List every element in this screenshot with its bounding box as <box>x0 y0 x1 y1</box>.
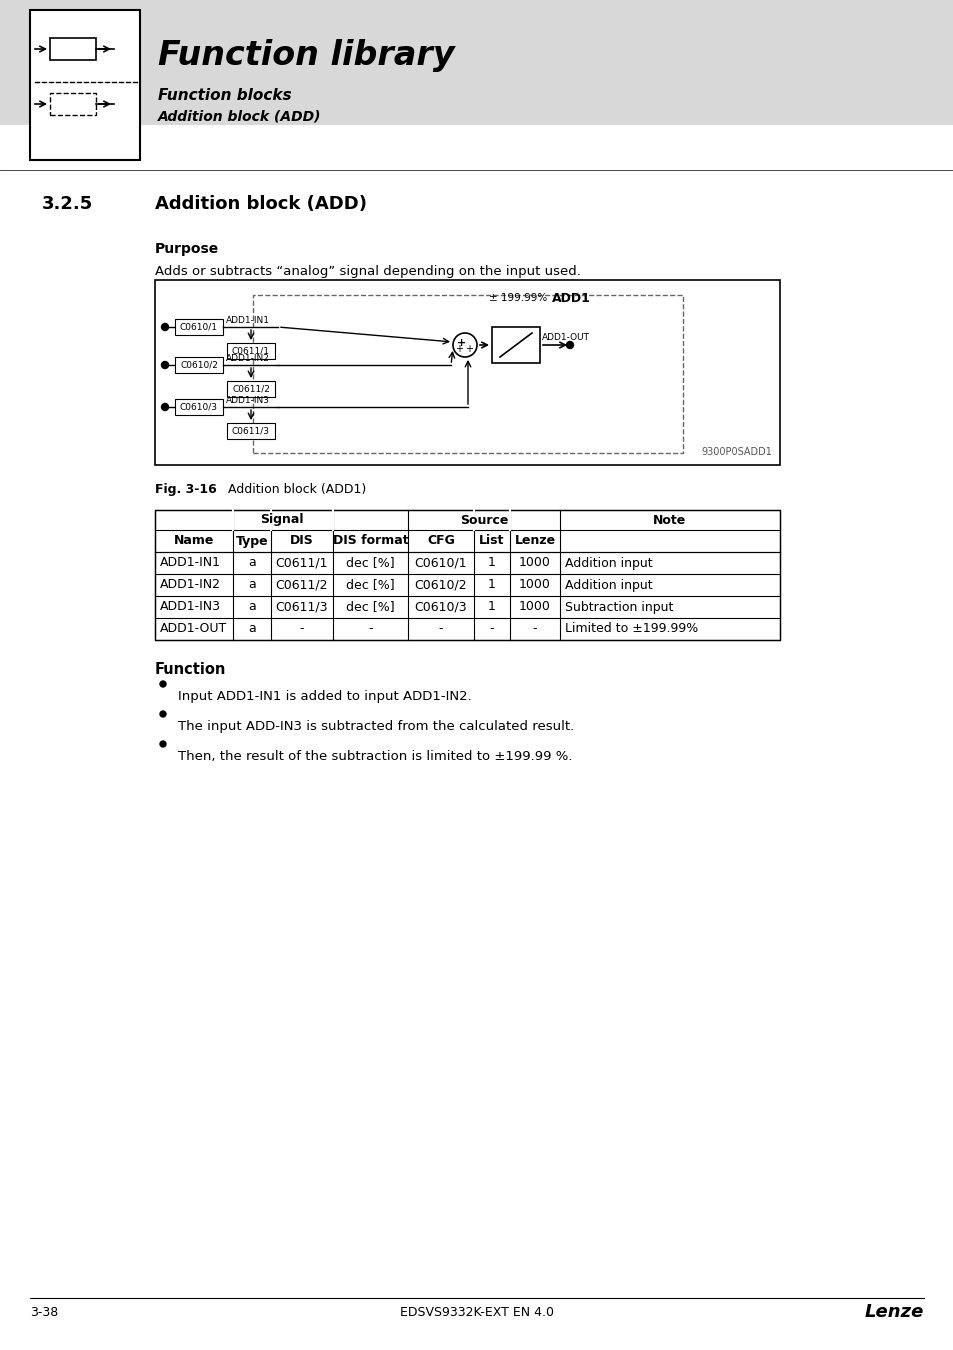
Bar <box>154 279 780 464</box>
Text: ADD1-IN3: ADD1-IN3 <box>226 396 270 405</box>
Text: C0610/2: C0610/2 <box>415 579 467 591</box>
Text: DIS: DIS <box>290 535 314 548</box>
Text: dec [%]: dec [%] <box>346 579 395 591</box>
Text: C0610/3: C0610/3 <box>415 601 467 613</box>
Text: 1000: 1000 <box>518 556 551 570</box>
Text: Purpose: Purpose <box>154 242 219 256</box>
Text: CFG: CFG <box>427 535 455 548</box>
Text: Lenze: Lenze <box>863 1303 923 1322</box>
Text: a: a <box>248 622 255 636</box>
Text: Subtraction input: Subtraction input <box>564 601 673 613</box>
Text: 1: 1 <box>488 556 496 570</box>
Circle shape <box>161 404 169 410</box>
Text: -: - <box>532 622 537 636</box>
Text: Lenze: Lenze <box>514 535 555 548</box>
Text: C0611/2: C0611/2 <box>232 385 270 393</box>
Text: Addition block (ADD): Addition block (ADD) <box>154 194 367 213</box>
Bar <box>227 423 274 439</box>
Text: +: + <box>455 344 462 354</box>
Text: Input ADD1-IN1 is added to input ADD1-IN2.: Input ADD1-IN1 is added to input ADD1-IN… <box>178 690 471 703</box>
Text: C0610/3: C0610/3 <box>180 402 218 412</box>
Text: Adds or subtracts “analog” signal depending on the input used.: Adds or subtracts “analog” signal depend… <box>154 265 580 278</box>
Text: 3.2.5: 3.2.5 <box>42 194 93 213</box>
Text: ADD1-IN2: ADD1-IN2 <box>226 354 270 363</box>
Text: ADD1-OUT: ADD1-OUT <box>160 622 227 636</box>
Text: dec [%]: dec [%] <box>346 556 395 570</box>
Bar <box>174 319 223 335</box>
Text: C0611/3: C0611/3 <box>232 427 270 436</box>
Text: ADD1-IN2: ADD1-IN2 <box>160 579 221 591</box>
Text: DIS format: DIS format <box>333 535 408 548</box>
Text: 1: 1 <box>488 601 496 613</box>
Bar <box>154 510 780 640</box>
Text: Function library: Function library <box>158 39 455 72</box>
Text: Function blocks: Function blocks <box>158 88 292 103</box>
Text: Addition block (ADD): Addition block (ADD) <box>158 109 321 124</box>
Text: a: a <box>248 579 255 591</box>
Text: 1000: 1000 <box>518 579 551 591</box>
Text: Type: Type <box>235 535 268 548</box>
Text: List: List <box>478 535 504 548</box>
Text: -: - <box>368 622 373 636</box>
Text: C0610/2: C0610/2 <box>180 360 217 370</box>
Bar <box>30 9 140 161</box>
Circle shape <box>161 362 169 369</box>
Circle shape <box>566 342 573 348</box>
Text: Name: Name <box>173 535 214 548</box>
Bar <box>227 343 274 359</box>
Text: Function: Function <box>154 662 226 676</box>
Bar <box>253 296 682 454</box>
Bar <box>50 38 96 59</box>
Text: +: + <box>464 344 473 354</box>
Circle shape <box>160 711 166 717</box>
Bar <box>0 0 953 126</box>
Circle shape <box>160 741 166 747</box>
Bar <box>492 327 539 363</box>
Text: Limited to ±199.99%: Limited to ±199.99% <box>564 622 698 636</box>
Text: Fig. 3-16: Fig. 3-16 <box>154 483 216 495</box>
Text: 1000: 1000 <box>518 601 551 613</box>
Text: ± 199.99%: ± 199.99% <box>489 293 547 302</box>
Text: ADD1: ADD1 <box>551 292 590 305</box>
Text: a: a <box>248 556 255 570</box>
Text: C0611/1: C0611/1 <box>232 347 270 355</box>
Text: -: - <box>438 622 443 636</box>
Text: The input ADD-IN3 is subtracted from the calculated result.: The input ADD-IN3 is subtracted from the… <box>178 720 574 733</box>
Text: Addition input: Addition input <box>564 556 652 570</box>
Circle shape <box>453 333 476 356</box>
Text: a: a <box>248 601 255 613</box>
Bar <box>174 356 223 373</box>
Text: +: + <box>456 338 466 348</box>
Circle shape <box>160 680 166 687</box>
Text: C0610/1: C0610/1 <box>415 556 467 570</box>
Text: ADD1-IN3: ADD1-IN3 <box>160 601 221 613</box>
Text: C0611/2: C0611/2 <box>275 579 328 591</box>
Text: C0611/3: C0611/3 <box>275 601 328 613</box>
Bar <box>227 381 274 397</box>
Text: ADD1-IN1: ADD1-IN1 <box>226 316 270 325</box>
Text: 1: 1 <box>488 579 496 591</box>
Text: ADD1-OUT: ADD1-OUT <box>541 333 589 342</box>
Bar <box>50 93 96 115</box>
Text: C0611/1: C0611/1 <box>275 556 328 570</box>
Text: 3-38: 3-38 <box>30 1305 58 1319</box>
Text: Signal: Signal <box>259 513 303 526</box>
Text: ADD1-IN1: ADD1-IN1 <box>160 556 221 570</box>
Text: Then, the result of the subtraction is limited to ±199.99 %.: Then, the result of the subtraction is l… <box>178 751 572 763</box>
Text: Note: Note <box>653 513 686 526</box>
Text: EDSVS9332K-EXT EN 4.0: EDSVS9332K-EXT EN 4.0 <box>399 1305 554 1319</box>
Text: -: - <box>299 622 304 636</box>
Bar <box>0 0 953 170</box>
Bar <box>174 400 223 414</box>
Circle shape <box>161 324 169 331</box>
Text: Source: Source <box>459 513 508 526</box>
Text: Addition block (ADD1): Addition block (ADD1) <box>228 483 366 495</box>
Text: Addition input: Addition input <box>564 579 652 591</box>
Text: C0610/1: C0610/1 <box>180 323 218 332</box>
Text: 9300P0SADD1: 9300P0SADD1 <box>700 447 771 458</box>
Text: dec [%]: dec [%] <box>346 601 395 613</box>
Text: -: - <box>489 622 494 636</box>
